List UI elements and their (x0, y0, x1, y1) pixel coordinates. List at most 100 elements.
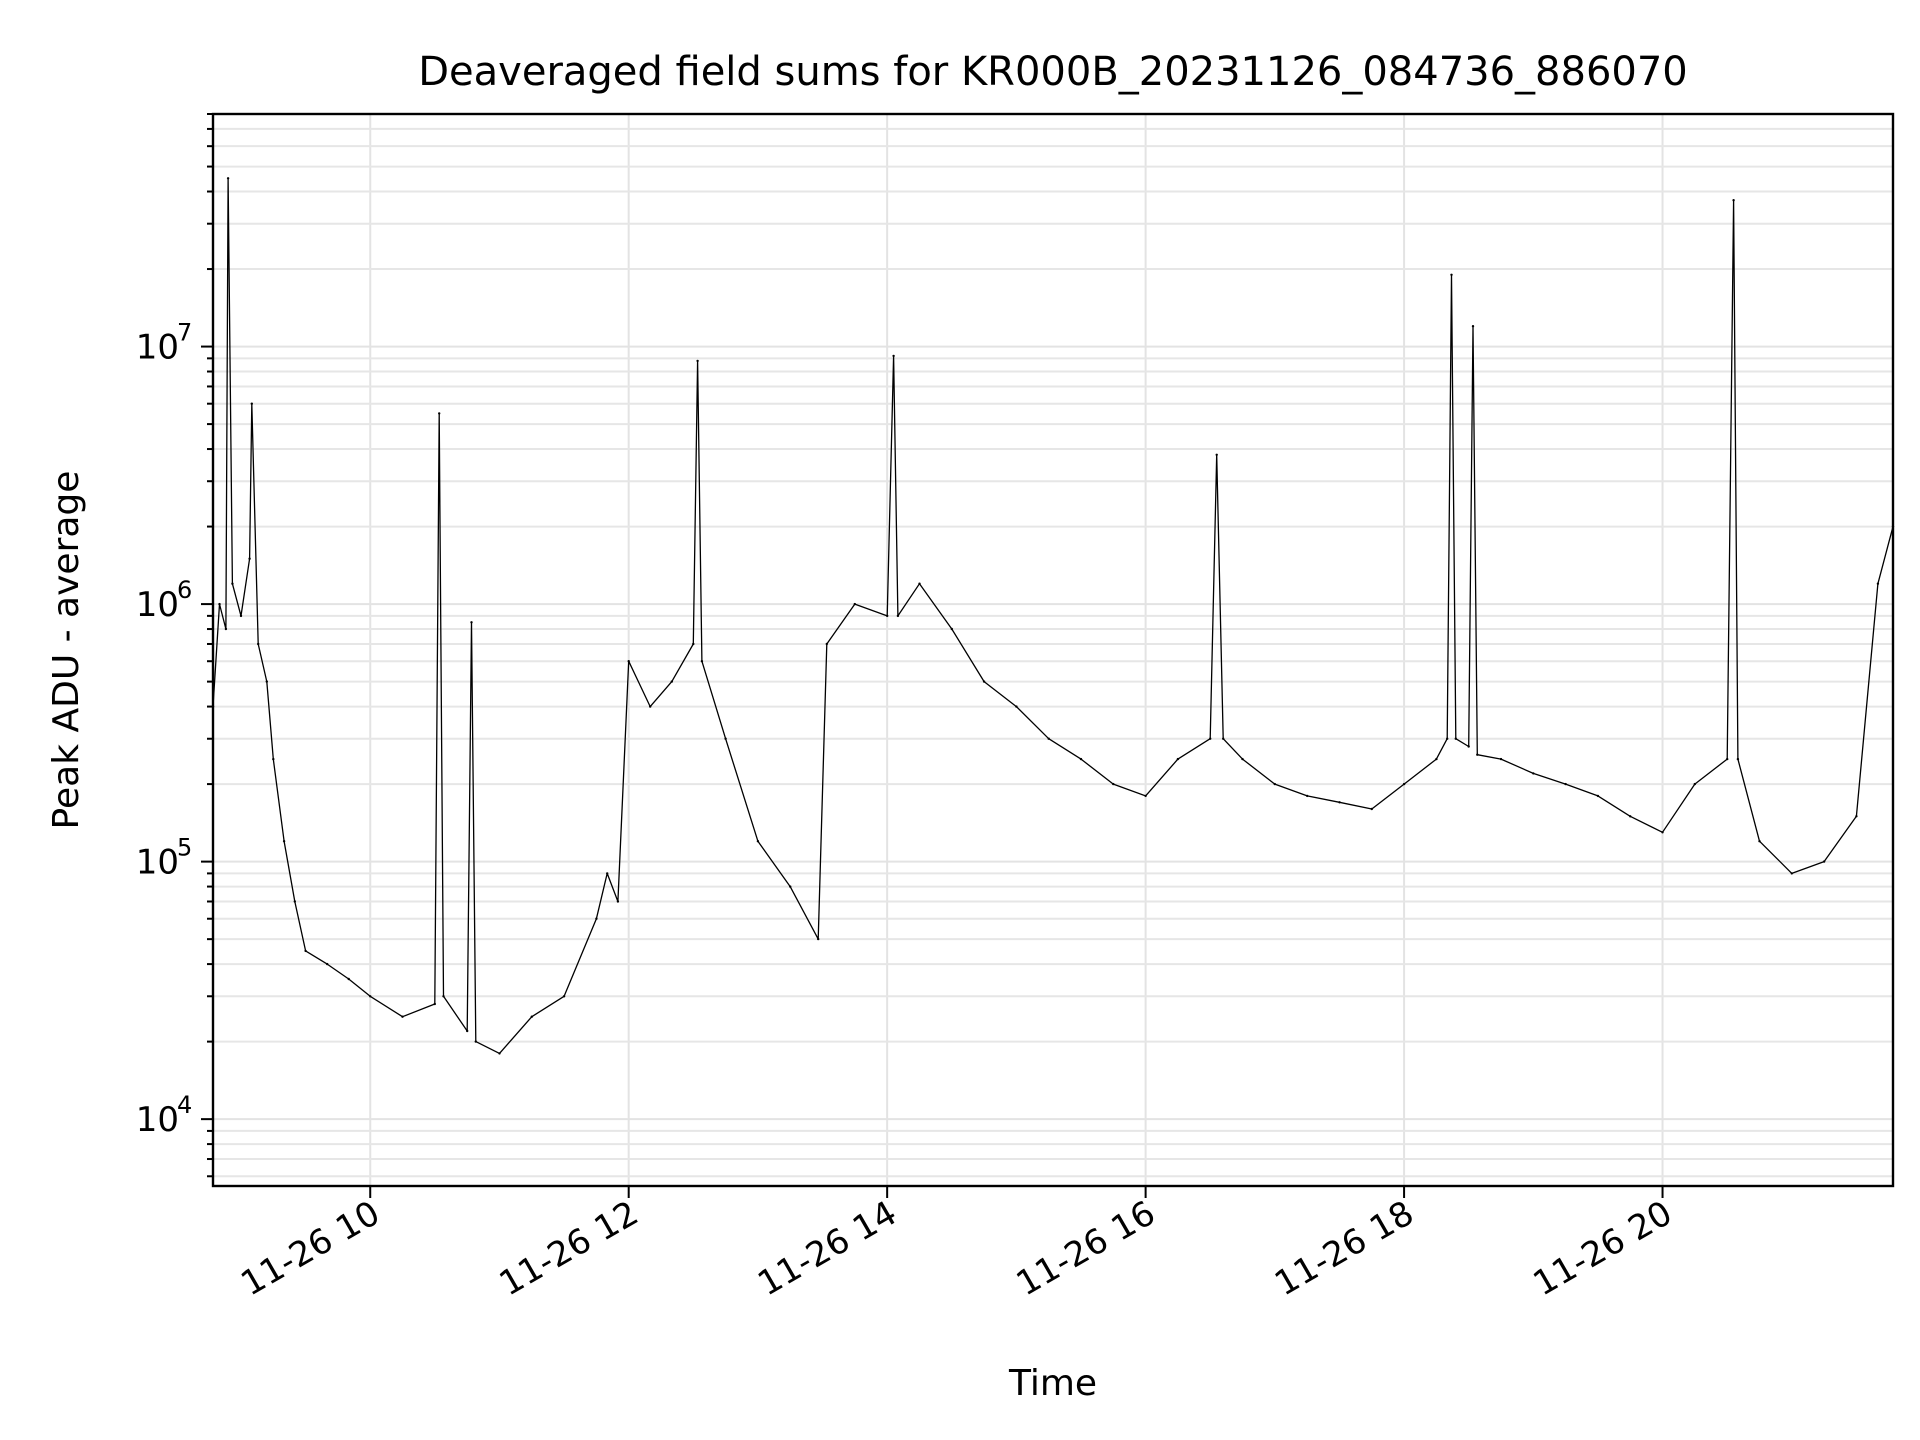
data-point (475, 1040, 477, 1042)
data-point (1855, 815, 1857, 817)
data-point (1500, 758, 1502, 760)
data-point (1080, 758, 1082, 760)
data-point (701, 660, 703, 662)
data-point (438, 412, 440, 414)
data-point (218, 603, 220, 605)
data-point (1629, 815, 1631, 817)
data-point (1791, 872, 1793, 874)
data-point (401, 1016, 403, 1018)
data-point (240, 615, 242, 617)
data-point (854, 603, 856, 605)
y-tick-label-exponent: 4 (177, 1091, 192, 1119)
data-point (951, 628, 953, 630)
data-point (1472, 325, 1474, 327)
data-point (266, 680, 268, 682)
data-point (304, 950, 306, 952)
data-point (1661, 831, 1663, 833)
y-axis-label: Peak ADU - average (46, 471, 87, 830)
data-point (789, 885, 791, 887)
data-point (1877, 583, 1879, 585)
data-point (757, 840, 759, 842)
chart-title: Deaveraged field sums for KR000B_2023112… (418, 49, 1688, 95)
data-point (1306, 795, 1308, 797)
x-axis-label: Time (1008, 1363, 1097, 1404)
data-point (696, 360, 698, 362)
data-point (692, 643, 694, 645)
data-point (724, 738, 726, 740)
data-point (294, 900, 296, 902)
data-point (442, 995, 444, 997)
data-point (326, 963, 328, 965)
data-point (606, 872, 608, 874)
data-point (1338, 801, 1340, 803)
y-tick-label: 10 (136, 328, 179, 368)
data-point (369, 995, 371, 997)
data-point (1823, 860, 1825, 862)
data-point (225, 628, 227, 630)
data-point (1597, 795, 1599, 797)
data-point (1446, 738, 1448, 740)
data-point (886, 615, 888, 617)
data-point (283, 840, 285, 842)
data-point (918, 583, 920, 585)
data-point (897, 615, 899, 617)
data-point (1112, 783, 1114, 785)
y-tick-label-base: 10 (136, 585, 179, 625)
y-tick-label: 10 (136, 843, 179, 883)
data-point (1274, 783, 1276, 785)
data-point (1694, 783, 1696, 785)
y-tick-label: 10 (136, 1100, 179, 1140)
data-point (1241, 758, 1243, 760)
data-point (470, 621, 472, 623)
data-point (826, 643, 828, 645)
data-point (1048, 738, 1050, 740)
y-tick-label-base: 10 (136, 328, 179, 368)
data-point (671, 680, 673, 682)
data-point (1403, 783, 1405, 785)
data-point (1209, 738, 1211, 740)
data-point (1532, 772, 1534, 774)
y-tick-label-base: 10 (136, 1100, 179, 1140)
data-point (617, 900, 619, 902)
data-point (649, 705, 651, 707)
data-point (227, 177, 229, 179)
data-point (817, 938, 819, 940)
data-point (1758, 840, 1760, 842)
y-tick-label-base: 10 (136, 843, 179, 883)
data-point (257, 643, 259, 645)
data-point (248, 558, 250, 560)
data-point (892, 355, 894, 357)
data-point (1476, 754, 1478, 756)
data-point (1435, 758, 1437, 760)
data-point (1732, 199, 1734, 201)
data-point (231, 583, 233, 585)
data-point (1726, 758, 1728, 760)
data-point (628, 660, 630, 662)
data-point (1455, 738, 1457, 740)
y-tick-label-exponent: 6 (177, 576, 192, 604)
data-point (498, 1052, 500, 1054)
y-tick-label-exponent: 5 (177, 834, 192, 862)
data-point (1177, 758, 1179, 760)
data-point (1564, 783, 1566, 785)
data-point (595, 918, 597, 920)
data-point (272, 758, 274, 760)
data-point (983, 680, 985, 682)
data-point (348, 978, 350, 980)
y-tick-label-exponent: 7 (177, 319, 192, 347)
data-point (251, 403, 253, 405)
data-point (1737, 758, 1739, 760)
data-point (1222, 738, 1224, 740)
data-point (1450, 274, 1452, 276)
data-point (1015, 705, 1017, 707)
data-point (531, 1016, 533, 1018)
data-point (1216, 454, 1218, 456)
y-tick-label: 10 (136, 585, 179, 625)
data-point (563, 995, 565, 997)
data-point (434, 1003, 436, 1005)
data-point (1144, 795, 1146, 797)
data-point (1468, 745, 1470, 747)
data-point (466, 1030, 468, 1032)
data-point (1371, 808, 1373, 810)
